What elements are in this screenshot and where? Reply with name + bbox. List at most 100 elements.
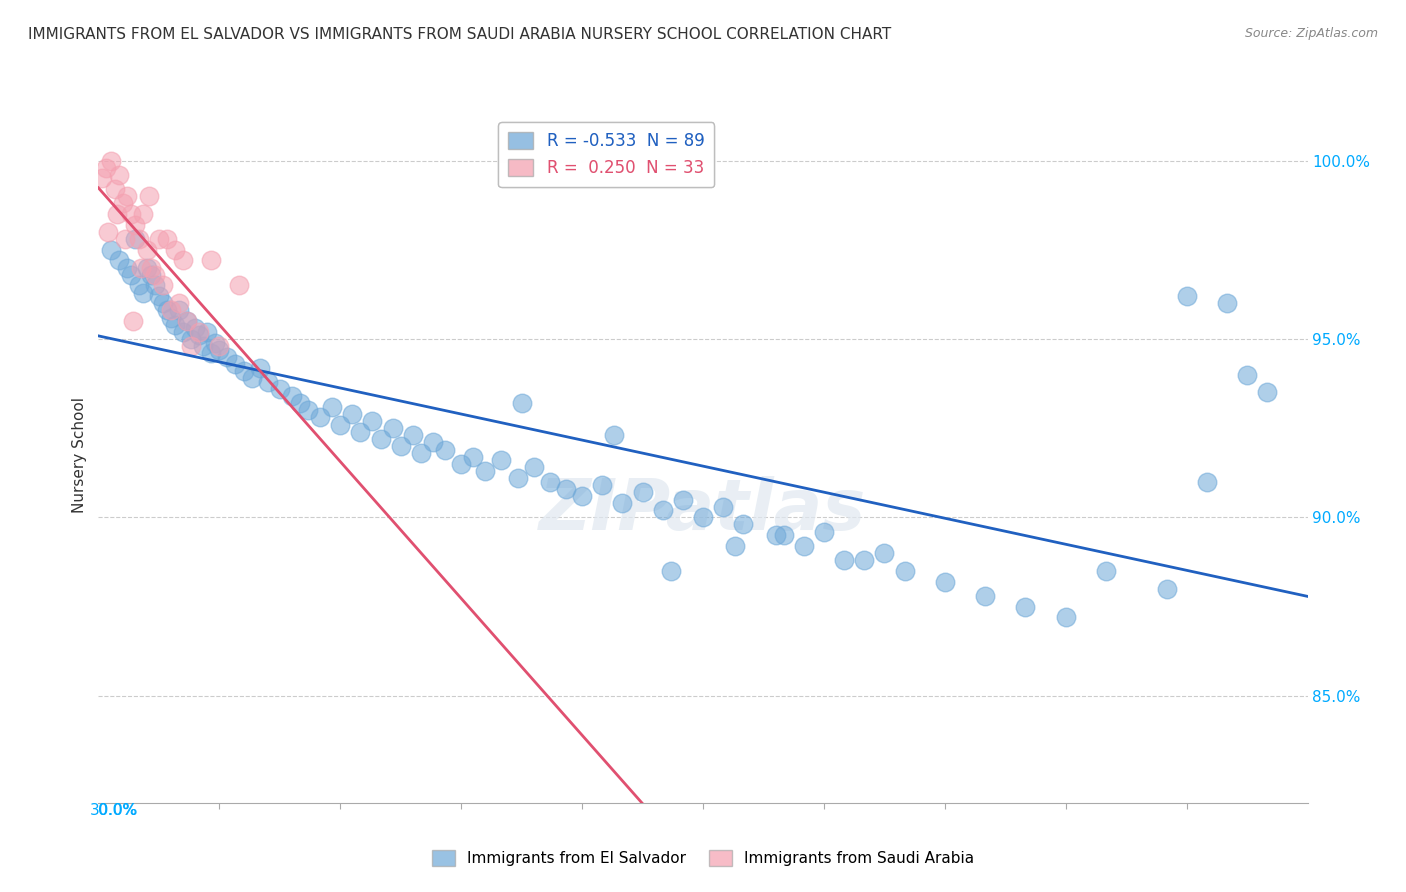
Point [281, 389, 304, 403]
Point [342, 407, 364, 421]
Point [188, 328, 211, 343]
Point [100, 153, 122, 168]
Point [129, 260, 152, 275]
Point [111, 196, 134, 211]
Point [309, 410, 332, 425]
Point [765, 528, 787, 542]
Point [711, 500, 734, 514]
Point [256, 375, 278, 389]
Point [349, 425, 371, 439]
Point [156, 232, 179, 246]
Point [208, 339, 231, 353]
Point [724, 539, 747, 553]
Point [523, 460, 546, 475]
Point [491, 453, 513, 467]
Point [148, 232, 170, 246]
Point [631, 485, 654, 500]
Point [120, 207, 142, 221]
Point [100, 243, 122, 257]
Point [128, 278, 150, 293]
Point [120, 268, 142, 282]
Point [510, 396, 533, 410]
Text: 30.0%: 30.0% [90, 803, 139, 818]
Point [1236, 368, 1258, 382]
Point [249, 360, 271, 375]
Point [148, 289, 170, 303]
Point [124, 218, 146, 232]
Point [228, 278, 250, 293]
Point [224, 357, 246, 371]
Point [135, 260, 157, 275]
Point [135, 243, 157, 257]
Point [97, 225, 120, 239]
Point [208, 343, 231, 357]
Point [103, 182, 125, 196]
Point [733, 517, 755, 532]
Point [240, 371, 263, 385]
Point [172, 325, 194, 339]
Point [1054, 610, 1077, 624]
Point [612, 496, 634, 510]
Point [1095, 564, 1118, 578]
Point [1175, 289, 1198, 303]
Point [402, 428, 425, 442]
Point [772, 528, 794, 542]
Point [167, 303, 190, 318]
Point [659, 564, 682, 578]
Point [143, 268, 166, 282]
Point [269, 382, 291, 396]
Point [195, 325, 218, 339]
Y-axis label: Nursery School: Nursery School [72, 397, 87, 513]
Point [132, 207, 155, 221]
Legend: Immigrants from El Salvador, Immigrants from Saudi Arabia: Immigrants from El Salvador, Immigrants … [423, 841, 983, 875]
Point [180, 332, 202, 346]
Point [370, 432, 392, 446]
Point [506, 471, 529, 485]
Point [297, 403, 319, 417]
Point [651, 503, 673, 517]
Point [114, 232, 136, 246]
Point [793, 539, 815, 553]
Point [132, 285, 155, 300]
Point [232, 364, 254, 378]
Point [381, 421, 404, 435]
Point [163, 243, 186, 257]
Text: IMMIGRANTS FROM EL SALVADOR VS IMMIGRANTS FROM SAUDI ARABIA NURSERY SCHOOL CORRE: IMMIGRANTS FROM EL SALVADOR VS IMMIGRANT… [28, 27, 891, 42]
Point [167, 296, 190, 310]
Point [361, 414, 384, 428]
Point [139, 260, 162, 275]
Point [107, 168, 129, 182]
Point [143, 278, 166, 293]
Point [152, 296, 174, 310]
Point [389, 439, 412, 453]
Point [474, 464, 496, 478]
Point [204, 335, 226, 350]
Point [160, 310, 183, 325]
Point [184, 321, 207, 335]
Text: Source: ZipAtlas.com: Source: ZipAtlas.com [1244, 27, 1378, 40]
Text: 0.0%: 0.0% [98, 803, 138, 818]
Point [329, 417, 352, 432]
Point [1195, 475, 1218, 489]
Point [450, 457, 472, 471]
Point [288, 396, 311, 410]
Point [105, 207, 128, 221]
Point [813, 524, 835, 539]
Point [571, 489, 593, 503]
Point [873, 546, 896, 560]
Point [1256, 385, 1278, 400]
Point [152, 278, 174, 293]
Point [91, 171, 114, 186]
Point [180, 339, 202, 353]
Point [893, 564, 915, 578]
Point [156, 303, 179, 318]
Point [538, 475, 561, 489]
Point [217, 350, 239, 364]
Point [121, 314, 143, 328]
Point [1014, 599, 1036, 614]
Point [603, 428, 626, 442]
Point [463, 450, 485, 464]
Point [193, 339, 215, 353]
Point [409, 446, 432, 460]
Point [934, 574, 956, 589]
